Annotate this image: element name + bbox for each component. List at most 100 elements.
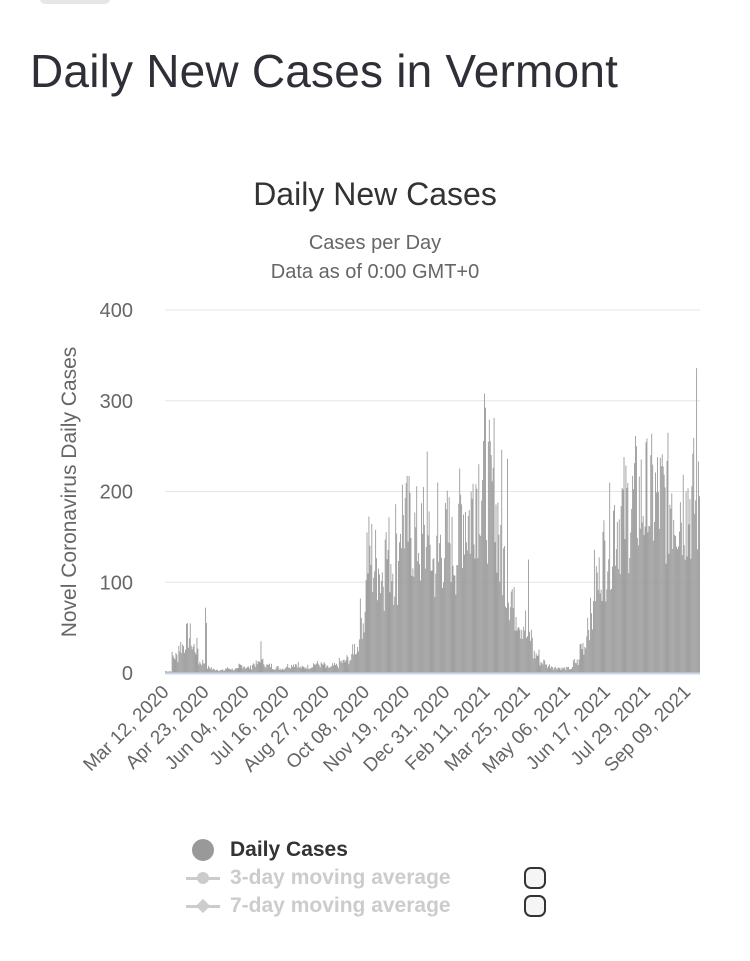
bar-series-daily-cases[interactable] [165, 368, 700, 673]
bar [695, 500, 697, 673]
bar [478, 464, 480, 673]
bar [436, 535, 438, 673]
bar [535, 653, 537, 673]
bar [507, 602, 509, 673]
toggle-3-day-checkbox[interactable] [524, 867, 546, 889]
bar [388, 517, 390, 673]
bar [165, 671, 166, 673]
bar [486, 539, 487, 673]
bar [579, 644, 581, 673]
bar [475, 484, 477, 673]
grid-lines [165, 309, 700, 583]
bar [594, 601, 596, 673]
bar [378, 568, 379, 673]
bar [642, 516, 644, 673]
bar [188, 638, 190, 673]
bar [399, 542, 400, 673]
bar [630, 532, 632, 673]
bar [287, 664, 289, 673]
toggle-7-day-checkbox[interactable] [524, 895, 546, 917]
bar [363, 632, 365, 673]
bar [503, 548, 505, 673]
bar [447, 542, 449, 673]
y-tick-label: 0 [122, 663, 133, 685]
bar [615, 549, 617, 673]
bar [574, 662, 576, 673]
bar [314, 664, 315, 673]
bar [197, 648, 199, 673]
bar [663, 474, 665, 673]
bar [360, 617, 362, 673]
bar [314, 664, 316, 673]
bar [406, 475, 408, 673]
bar [231, 668, 233, 673]
bar [389, 592, 391, 673]
bar [203, 663, 205, 673]
bar [426, 451, 428, 673]
bar [685, 491, 687, 673]
bar [666, 460, 668, 673]
bar [650, 455, 652, 673]
bar [511, 589, 513, 673]
bar [424, 568, 426, 673]
bar [324, 663, 326, 673]
bar [450, 581, 452, 673]
bar [429, 544, 431, 673]
legend-item-daily-cases[interactable]: Daily Cases [186, 836, 451, 864]
bar [272, 668, 273, 673]
bar [217, 670, 219, 673]
bar [362, 623, 364, 673]
bar [215, 670, 217, 673]
bar [674, 534, 676, 673]
bar [554, 666, 556, 673]
bar [525, 610, 527, 673]
bar [219, 670, 221, 673]
bar [187, 647, 189, 673]
bar [607, 571, 609, 673]
bar [384, 539, 386, 673]
bar [418, 552, 420, 673]
bar [437, 482, 439, 673]
bar [593, 601, 594, 673]
legend-item-3-day-average[interactable]: 3-day moving average [186, 864, 546, 892]
bar [627, 482, 629, 673]
bar [651, 433, 653, 673]
bar [520, 638, 522, 673]
bar [485, 407, 486, 673]
bar [268, 664, 270, 673]
bar [220, 669, 222, 673]
bar [591, 613, 592, 673]
bar [486, 563, 488, 673]
bar [317, 663, 319, 673]
bar [278, 669, 280, 673]
bar [421, 503, 422, 673]
bar [311, 667, 313, 673]
bar [173, 657, 175, 673]
bar [517, 627, 519, 673]
page-title: Daily New Cases in Vermont [30, 45, 619, 97]
legend-label: Daily Cases [230, 838, 348, 861]
bar [614, 565, 616, 673]
bar [580, 643, 582, 673]
bar [380, 580, 382, 673]
bar [542, 664, 544, 673]
bar [276, 666, 278, 673]
bar [408, 475, 410, 673]
bar [622, 489, 624, 673]
bar [509, 607, 511, 673]
bar [443, 582, 444, 673]
bar [608, 559, 610, 673]
legend-item-7-day-average[interactable]: 7-day moving average [186, 892, 546, 920]
bar [306, 668, 308, 673]
bar [353, 654, 355, 673]
bar [665, 563, 667, 673]
bar [245, 668, 247, 673]
bar [422, 486, 424, 673]
bar [248, 666, 249, 673]
bar [551, 666, 553, 673]
bar [355, 654, 356, 673]
bar [561, 667, 563, 673]
bar [169, 671, 171, 673]
bar [347, 656, 349, 673]
